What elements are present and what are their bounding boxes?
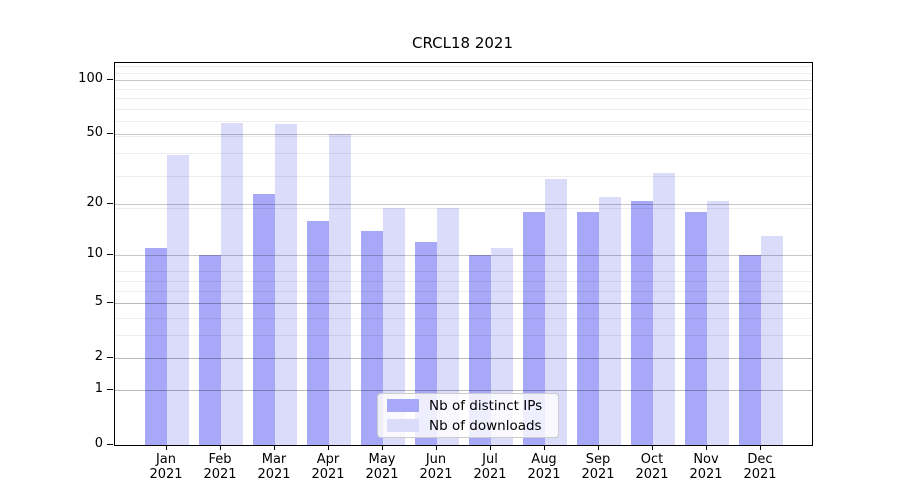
gridline-major xyxy=(115,134,812,136)
x-tick-mark xyxy=(435,445,437,450)
gridline-major xyxy=(115,204,812,206)
gridline-minor xyxy=(115,208,812,210)
bar-nb-of-downloads-mar-2021 xyxy=(275,123,297,445)
gridline-minor xyxy=(115,303,812,305)
x-tick-mark xyxy=(759,445,761,450)
gridline-minor xyxy=(115,121,812,123)
x-tick-mark xyxy=(219,445,221,450)
x-tick-mark xyxy=(543,445,545,450)
gridline-major xyxy=(115,303,812,305)
y-tick-mark xyxy=(107,132,113,134)
plot-area xyxy=(114,62,813,446)
y-tick-label: 5 xyxy=(94,294,103,310)
gridline-minor xyxy=(115,135,812,137)
bar-nb-of-downloads-jun-2021 xyxy=(437,208,459,445)
legend-entry-distinct-ips: Nb of distinct IPs xyxy=(378,397,558,414)
gridline-minor xyxy=(115,73,812,75)
gridline-minor xyxy=(115,153,812,155)
y-tick-mark xyxy=(107,253,113,256)
bar-nb-of-downloads-nov-2021 xyxy=(707,200,729,445)
gridline-minor xyxy=(115,291,812,293)
legend: Nb of distinct IPs Nb of downloads xyxy=(377,393,559,438)
bar-nb-of-downloads-feb-2021 xyxy=(221,122,243,445)
gridline-minor xyxy=(115,280,812,282)
bar-nb-of-distinct-ips-sep-2021 xyxy=(577,212,599,445)
x-tick-mark xyxy=(327,445,329,450)
y-tick-label: 2 xyxy=(94,349,103,365)
bar-nb-of-distinct-ips-nov-2021 xyxy=(685,212,707,445)
legend-swatch-distinct-ips xyxy=(387,399,419,412)
x-tick-mark xyxy=(597,445,599,450)
y-tick-label: 1 xyxy=(94,381,103,397)
x-tick-label: Feb 2021 xyxy=(203,452,237,482)
bar-nb-of-downloads-may-2021 xyxy=(383,208,405,445)
gridline-major xyxy=(115,358,812,360)
x-tick-mark xyxy=(273,445,275,450)
gridline-major xyxy=(115,255,812,257)
chart-title: CRCL18 2021 xyxy=(411,34,513,52)
legend-entry-downloads: Nb of downloads xyxy=(378,417,558,434)
gridline-minor xyxy=(115,98,812,100)
gridline-minor xyxy=(115,176,812,178)
bar-nb-of-distinct-ips-apr-2021 xyxy=(307,220,329,445)
x-tick-label: Oct 2021 xyxy=(635,452,669,482)
x-tick-label: Apr 2021 xyxy=(311,452,345,482)
bar-nb-of-distinct-ips-oct-2021 xyxy=(631,200,653,445)
gridline-minor xyxy=(115,271,812,273)
legend-swatch-downloads xyxy=(387,419,419,432)
x-tick-mark xyxy=(651,445,653,450)
x-tick-mark xyxy=(165,445,167,450)
y-tick-mark xyxy=(107,443,113,445)
y-tick-label: 50 xyxy=(86,125,103,141)
legend-label-downloads: Nb of downloads xyxy=(429,417,542,434)
bar-nb-of-downloads-sep-2021 xyxy=(599,197,621,445)
x-tick-label: Aug 2021 xyxy=(527,452,561,482)
y-tick-label: 0 xyxy=(94,436,103,451)
y-tick-label: 20 xyxy=(86,195,103,211)
bar-nb-of-distinct-ips-jan-2021 xyxy=(145,248,167,445)
gridline-minor xyxy=(115,358,812,360)
bar-nb-of-downloads-apr-2021 xyxy=(329,134,351,445)
x-tick-label: Dec 2021 xyxy=(743,452,777,482)
bar-nb-of-distinct-ips-may-2021 xyxy=(361,230,383,445)
gridline-minor xyxy=(115,335,812,337)
x-tick-label: Sep 2021 xyxy=(581,452,615,482)
legend-label-distinct-ips: Nb of distinct IPs xyxy=(429,397,543,414)
bar-nb-of-downloads-dec-2021 xyxy=(761,236,783,445)
bar-nb-of-downloads-oct-2021 xyxy=(653,173,675,445)
x-tick-label: Jul 2021 xyxy=(473,452,507,482)
x-tick-label: Nov 2021 xyxy=(689,452,723,482)
bar-nb-of-downloads-aug-2021 xyxy=(545,178,567,445)
y-tick-mark xyxy=(107,202,113,205)
y-tick-label: 10 xyxy=(86,246,103,262)
gridline-minor xyxy=(115,317,812,319)
gridline-minor xyxy=(115,89,812,91)
x-tick-label: Jun 2021 xyxy=(419,452,453,482)
x-tick-mark xyxy=(381,445,383,450)
y-tick-mark xyxy=(107,78,113,80)
y-tick-mark xyxy=(107,388,113,391)
y-tick-mark xyxy=(107,356,113,358)
bar-nb-of-distinct-ips-dec-2021 xyxy=(739,255,761,445)
gridline-minor xyxy=(115,390,812,392)
bar-nb-of-distinct-ips-mar-2021 xyxy=(253,193,275,445)
y-tick-mark xyxy=(107,301,113,304)
x-tick-mark xyxy=(705,445,707,450)
gridline-minor xyxy=(115,109,812,110)
x-tick-mark xyxy=(489,445,491,450)
bar-nb-of-distinct-ips-feb-2021 xyxy=(199,255,221,445)
gridline-minor xyxy=(115,66,812,68)
bar-nb-of-downloads-jan-2021 xyxy=(167,155,189,445)
gridline-major xyxy=(115,390,812,392)
y-tick-label: 100 xyxy=(78,71,103,86)
x-tick-label: May 2021 xyxy=(365,452,399,482)
x-tick-label: Jan 2021 xyxy=(149,452,183,482)
bar-nb-of-distinct-ips-aug-2021 xyxy=(523,212,545,445)
x-tick-label: Mar 2021 xyxy=(257,452,291,482)
gridline-major xyxy=(115,80,812,81)
